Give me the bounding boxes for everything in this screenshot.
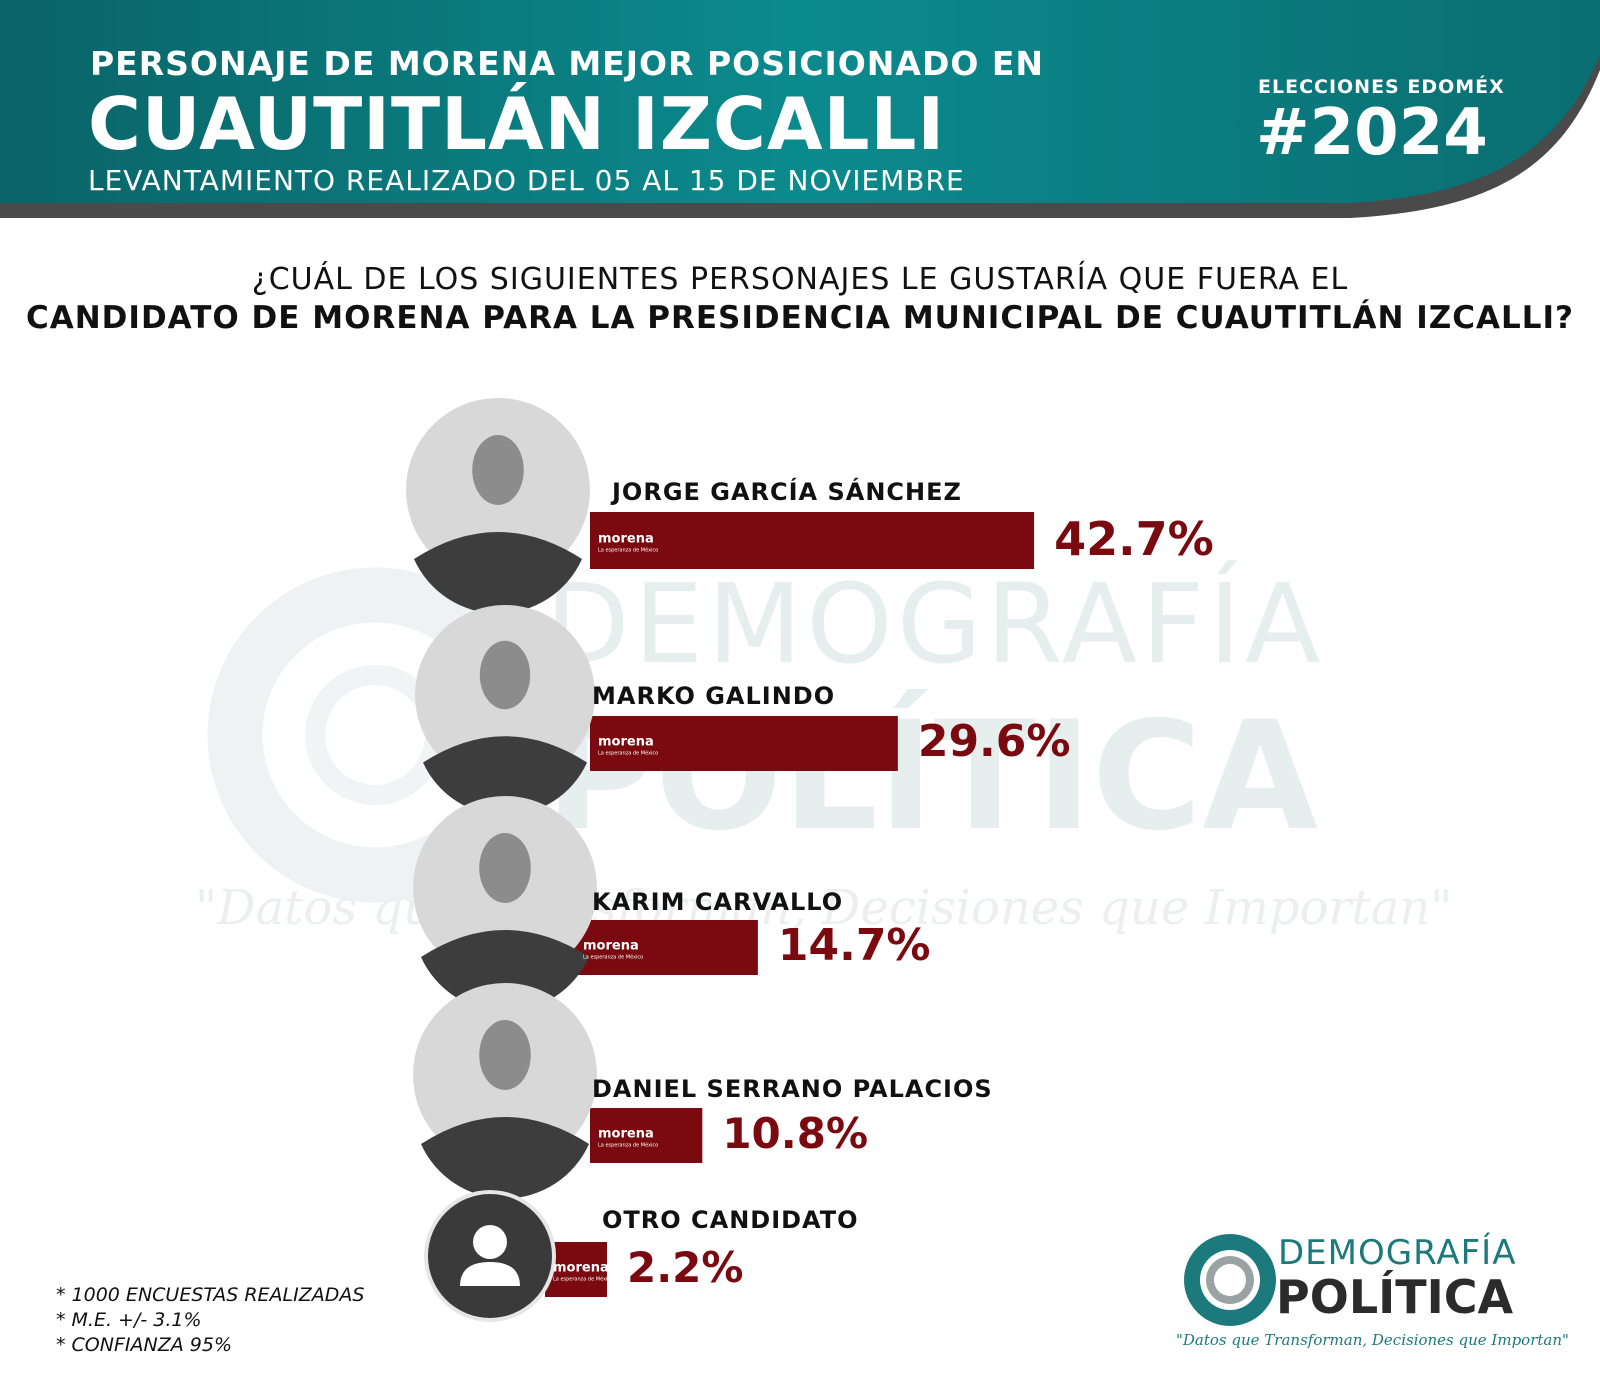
candidate-percent-2: 29.6% [917,716,1071,768]
candidate-name-3: KARIM CARVALLO [592,888,844,916]
bar-label-5: morena [553,1261,609,1276]
header-title: CUAUTITLÁN IZCALLI [88,82,946,166]
candidate-percent-3: 14.7% [777,920,931,972]
survey-notes: * 1000 ENCUESTAS REALIZADAS * M.E. +/- 3… [56,1283,364,1358]
bar-label-1: morena [598,532,654,547]
question-line-1: ¿CUÁL DE LOS SIGUIENTES PERSONAJES LE GU… [251,262,1349,297]
bar-1 [590,512,1035,569]
header-banner: PERSONAJE DE MORENA MEJOR POSICIONADO EN… [0,0,1600,232]
candidate-name-4: DANIEL SERRANO PALACIOS [592,1075,993,1103]
candidate-name-1: JORGE GARCÍA SÁNCHEZ [612,478,962,506]
candidate-percent-4: 10.8% [722,1109,869,1159]
candidate-percent-1: 42.7% [1054,511,1214,566]
candidate-photo-2 [415,605,595,816]
candidate-photo-1 [406,398,590,614]
election-hashtag: #2024 [1256,96,1488,170]
header-survey-dates: LEVANTAMIENTO REALIZADO DEL 05 AL 15 DE … [88,164,965,197]
logo-word-1: DEMOGRAFÍA [1278,1233,1517,1273]
header-subtitle: PERSONAJE DE MORENA MEJOR POSICIONADO EN [90,44,1045,83]
bar-label-4: morena [598,1127,654,1142]
bar-sublabel-5: La esperanza de México [553,1276,613,1283]
candidate-photo-3 [413,796,597,1012]
user-avatar-icon [424,1190,556,1322]
bar-sublabel-4: La esperanza de México [598,1142,658,1149]
note-confidence: * CONFIANZA 95% [56,1334,233,1356]
logo-word-2: POLÍTICA [1276,1270,1514,1324]
question-line-2: CANDIDATO DE MORENA PARA LA PRESIDENCIA … [25,300,1574,336]
candidate-percent-5: 2.2% [627,1243,744,1293]
candidate-name-5: OTRO CANDIDATO [602,1206,859,1234]
watermark-slogan: "Datos que Transforman, Decisiones que I… [195,880,1453,936]
header-background [0,0,1600,218]
candidate-name-2: MARKO GALINDO [592,682,836,710]
note-margin-error: * M.E. +/- 3.1% [56,1309,202,1331]
bar-label-3: morena [583,939,639,954]
bar-4 [590,1108,703,1163]
bar-sublabel-2: La esperanza de México [598,750,658,757]
bar-label-2: morena [598,735,654,750]
bar-sublabel-1: La esperanza de México [598,547,658,554]
watermark-word-1: DEMOGRAFÍA [545,560,1325,688]
logo-slogan: "Datos que Transforman, Decisiones que I… [1176,1331,1569,1349]
bar-2 [590,716,898,771]
election-label: ELECCIONES EDOMÉX [1258,76,1505,98]
candidate-photo-4 [413,983,597,1199]
bar-sublabel-3: La esperanza de México [583,954,643,961]
note-sample-size: * 1000 ENCUESTAS REALIZADAS [56,1284,365,1306]
